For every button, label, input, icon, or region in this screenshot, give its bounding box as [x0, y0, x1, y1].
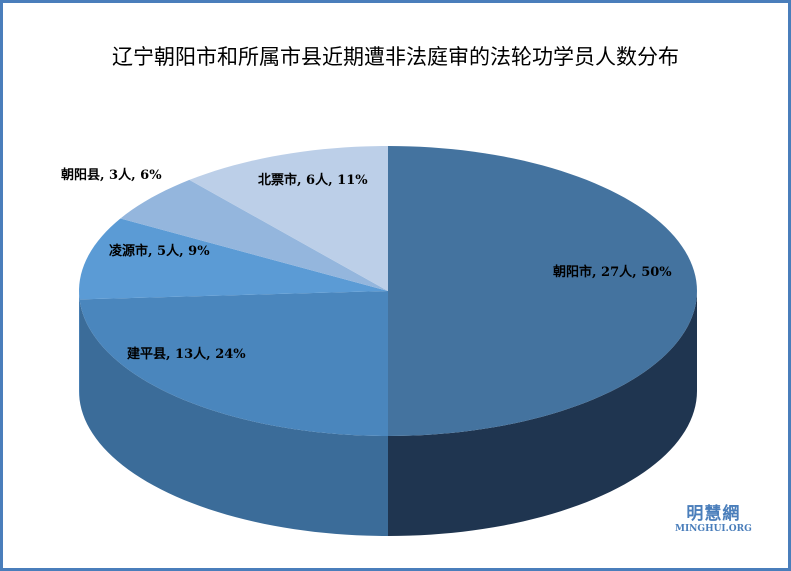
pie-slice-jianping	[79, 291, 389, 436]
pie-slice-beipiao	[189, 146, 388, 291]
data-label-lingyuan: 凌源市, 5人, 9%	[109, 244, 210, 259]
chart-title: 辽宁朝阳市和所属市县近期遭非法庭审的法轮功学员人数分布	[112, 45, 679, 69]
watermark-cn: 明慧網	[686, 504, 741, 524]
data-label-chaoyang-city: 朝阳市, 27人, 50%	[553, 265, 672, 280]
data-label-chaoyang-county: 朝阳县, 3人, 6%	[61, 168, 162, 183]
pie-chart	[79, 146, 697, 536]
pie-slice-lingyuan	[79, 218, 388, 300]
data-label-jianping: 建平县, 13人, 24%	[127, 347, 246, 362]
watermark-en: MINGHUI.ORG	[675, 524, 752, 534]
pie-side-chaoyang-city	[388, 291, 697, 536]
pie-side-lingyuan	[79, 291, 80, 400]
pie-side-jianping	[79, 299, 389, 536]
pie-slice-chaoyang-county	[120, 179, 389, 291]
data-label-beipiao: 北票市, 6人, 11%	[258, 173, 368, 188]
pie-slice-chaoyang-city	[388, 146, 697, 436]
minghui-watermark: 明慧網 MINGHUI.ORG	[675, 499, 752, 534]
